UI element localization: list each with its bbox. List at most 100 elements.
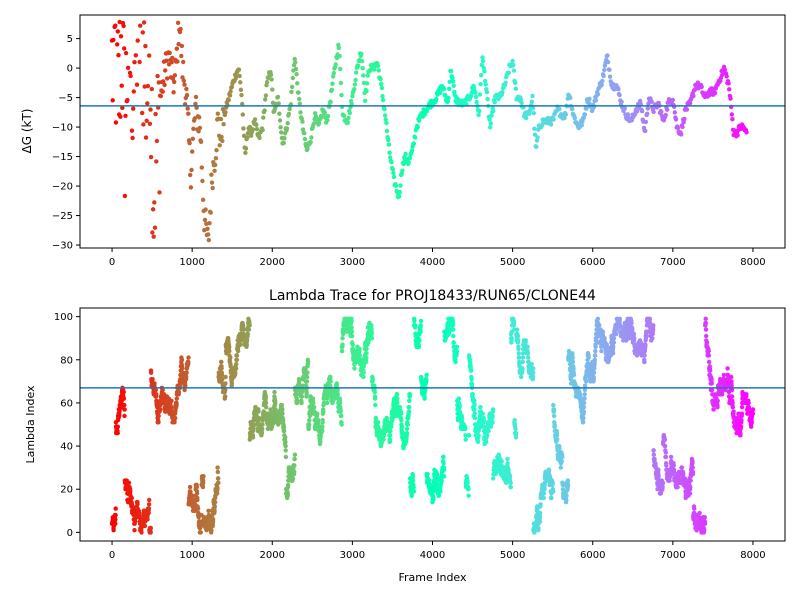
- lambda-point: [339, 348, 345, 354]
- lambda-point: [244, 342, 249, 347]
- delta-g-point: [353, 77, 358, 83]
- delta-g-point: [691, 93, 696, 99]
- lambda-point: [169, 398, 174, 403]
- lambda-point: [486, 428, 491, 434]
- delta-g-point: [649, 99, 654, 104]
- lambda-point: [624, 338, 629, 343]
- delta-g-point: [268, 72, 274, 78]
- delta-g-point: [572, 115, 577, 121]
- lambda-point: [581, 415, 586, 421]
- lambda-point: [739, 405, 745, 410]
- delta-g-point: [143, 43, 148, 49]
- lambda-point: [405, 422, 410, 427]
- lambda-point: [457, 405, 462, 410]
- lambda-point: [571, 372, 577, 378]
- delta-g-point: [361, 80, 367, 86]
- lambda-point: [321, 409, 326, 414]
- delta-g-point: [480, 58, 486, 64]
- lambda-point: [349, 333, 355, 339]
- delta-g-point: [472, 85, 477, 90]
- lambda-point: [220, 377, 225, 382]
- delta-g-point: [194, 105, 199, 110]
- lambda-point: [715, 398, 720, 403]
- lambda-point: [499, 459, 504, 464]
- lambda-point: [339, 413, 344, 419]
- lambda-point: [550, 480, 555, 485]
- lambda-point: [352, 366, 357, 371]
- lambda-point: [739, 418, 744, 423]
- delta-g-point: [600, 78, 605, 84]
- delta-g-point: [193, 101, 198, 107]
- delta-g-point: [144, 118, 149, 124]
- delta-g-point: [607, 67, 612, 73]
- lambda-point: [538, 510, 543, 516]
- delta-g-point: [135, 38, 140, 43]
- delta-g-point: [155, 73, 160, 79]
- lambda-point: [340, 342, 345, 347]
- lambda-point: [529, 361, 534, 367]
- lambda-point: [394, 392, 400, 397]
- delta-g-point: [388, 155, 393, 160]
- delta-g-point: [325, 113, 331, 119]
- delta-g-point: [163, 68, 168, 73]
- lambda-point: [215, 465, 220, 470]
- lambda-point: [273, 400, 278, 406]
- lambda-point: [128, 489, 133, 494]
- lambda-point: [582, 387, 588, 393]
- lambda-point: [357, 346, 362, 352]
- delta-g-point: [143, 135, 149, 140]
- lambda-point: [180, 370, 185, 375]
- lambda-point: [310, 396, 316, 401]
- delta-g-point: [687, 101, 693, 106]
- delta-g-point: [305, 146, 310, 151]
- delta-g-point: [129, 128, 135, 133]
- lambda-point: [592, 357, 597, 362]
- delta-g-point: [261, 115, 266, 120]
- lambda-point: [404, 426, 410, 431]
- lambda-point: [551, 489, 556, 494]
- lambda-point: [215, 469, 220, 475]
- delta-g-point: [115, 42, 120, 47]
- lambda-point: [703, 327, 709, 332]
- lambda-point: [525, 344, 530, 349]
- delta-g-point: [286, 111, 292, 117]
- lambda-point: [349, 329, 355, 334]
- delta-g-y-tick-label: −20: [52, 182, 73, 193]
- lambda-point: [335, 392, 340, 397]
- delta-g-point: [673, 117, 679, 122]
- lambda-point: [132, 519, 138, 524]
- delta-g-point: [238, 80, 243, 85]
- lambda-point: [234, 353, 240, 358]
- lambda-point: [186, 359, 191, 365]
- delta-g-point: [221, 122, 226, 127]
- lambda-point: [484, 439, 489, 444]
- delta-g-point: [169, 60, 174, 65]
- lambda-point: [546, 467, 552, 472]
- delta-g-point: [322, 110, 327, 115]
- delta-g-point: [192, 116, 197, 121]
- lambda-point: [516, 346, 521, 352]
- lambda-point: [593, 348, 598, 354]
- lambda-point: [146, 506, 152, 511]
- lambda-point: [564, 493, 569, 498]
- delta-g-point: [141, 20, 147, 25]
- delta-g-point: [150, 207, 156, 212]
- delta-g-point: [479, 62, 484, 68]
- delta-g-point: [529, 99, 534, 104]
- delta-g-y-tick-label: 0: [67, 64, 73, 75]
- delta-g-point: [391, 174, 397, 180]
- lambda-point: [338, 409, 343, 414]
- delta-g-point: [257, 135, 262, 141]
- lambda-point: [388, 433, 393, 438]
- delta-g-point: [728, 96, 733, 101]
- delta-g-point: [359, 59, 365, 64]
- delta-g-point: [383, 117, 388, 122]
- lambda-point: [223, 387, 228, 393]
- delta-g-point: [605, 53, 610, 58]
- lambda-point: [215, 491, 220, 496]
- delta-g-point: [477, 108, 482, 114]
- lambda-point: [407, 392, 413, 397]
- lambda-point: [711, 407, 716, 412]
- lambda-point: [395, 400, 400, 406]
